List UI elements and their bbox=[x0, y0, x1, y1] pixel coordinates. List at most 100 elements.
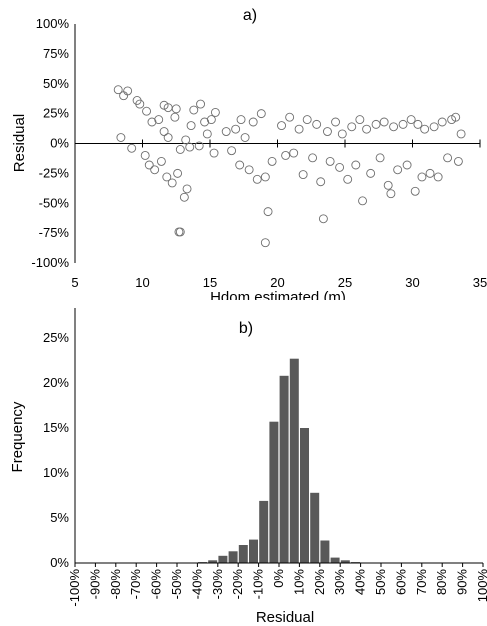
zero-line-ticks bbox=[74, 139, 481, 148]
scatter-point bbox=[362, 124, 372, 134]
x-tick-label: 10 bbox=[135, 275, 149, 290]
scatter-point bbox=[163, 133, 173, 142]
scatter-point bbox=[119, 91, 129, 101]
x-tick-label: -100% bbox=[67, 569, 82, 607]
scatter-point bbox=[162, 172, 172, 182]
histogram-bar bbox=[340, 560, 350, 563]
scatter-point bbox=[285, 112, 295, 122]
scatter-point bbox=[200, 117, 210, 127]
scatter-point bbox=[393, 165, 403, 175]
scatter-point bbox=[252, 174, 262, 184]
x-tick-label: 5 bbox=[71, 275, 78, 290]
scatter-point bbox=[127, 143, 137, 153]
scatter-point bbox=[343, 174, 353, 184]
scatter-point bbox=[375, 153, 385, 163]
scatter-point bbox=[260, 238, 270, 248]
histogram-bar bbox=[249, 539, 258, 563]
scatter-point bbox=[173, 168, 183, 178]
x-tick-label: -10% bbox=[251, 569, 266, 600]
scatter-point bbox=[144, 160, 154, 170]
scatter-point bbox=[116, 133, 126, 142]
x-tick-label: 80% bbox=[434, 569, 449, 595]
x-tick-labels: 5 10 15 20 25 30 35 bbox=[71, 275, 487, 290]
x-tick-label: 90% bbox=[455, 569, 470, 595]
scatter-point bbox=[142, 106, 152, 116]
scatter-point bbox=[236, 115, 246, 125]
scatter-point bbox=[185, 142, 195, 152]
y-tick-label: 10% bbox=[43, 465, 69, 480]
histogram-bar bbox=[289, 358, 299, 563]
scatter-point bbox=[417, 172, 427, 182]
y-tick-label: 5% bbox=[50, 510, 69, 525]
scatter-point bbox=[209, 148, 219, 158]
scatter-point bbox=[263, 207, 273, 217]
scatter-point bbox=[175, 227, 185, 237]
scatter-point bbox=[402, 160, 412, 170]
scatter-point bbox=[170, 112, 180, 122]
scatter-point bbox=[312, 119, 322, 129]
residual-histogram-chart: b) 25% 20% 15% 10% 5% 0% -100% -90% -80% -70% -60… bbox=[9, 308, 487, 626]
histogram-bar bbox=[330, 557, 340, 563]
panel-label-b: b) bbox=[239, 320, 253, 337]
scatter-point bbox=[371, 119, 381, 129]
histogram-bar bbox=[218, 555, 228, 563]
scatter-point bbox=[210, 107, 220, 117]
scatter-point bbox=[186, 121, 196, 131]
scatter-point bbox=[389, 122, 399, 132]
scatter-point bbox=[171, 104, 181, 114]
scatter-point bbox=[167, 178, 177, 188]
scatter-point bbox=[318, 214, 328, 224]
scatter-point bbox=[196, 99, 206, 109]
x-tick-label: -30% bbox=[210, 569, 225, 600]
scatter-point bbox=[383, 180, 393, 190]
x-tick-label: 20% bbox=[312, 569, 327, 595]
histogram-bar bbox=[228, 551, 238, 563]
scatter-point bbox=[302, 115, 312, 125]
histogram-bar bbox=[238, 545, 248, 563]
y-tick-label: -100% bbox=[31, 255, 69, 270]
scatter-point bbox=[308, 153, 318, 163]
scatter-point bbox=[227, 146, 237, 156]
scatter-point bbox=[443, 153, 453, 163]
x-tick-label: -90% bbox=[87, 569, 102, 600]
x-tick-label: 0% bbox=[271, 569, 286, 588]
x-tick-label: -20% bbox=[230, 569, 245, 600]
scatter-point bbox=[277, 121, 286, 131]
scatter-point bbox=[379, 117, 389, 127]
scatter-point bbox=[420, 124, 430, 134]
y-axis-label: Residual bbox=[11, 114, 28, 172]
histogram-bar bbox=[269, 421, 279, 563]
x-tick-label: 100% bbox=[475, 569, 487, 603]
scatter-point bbox=[413, 119, 423, 129]
histogram-bars bbox=[198, 358, 360, 563]
scatter-point bbox=[425, 168, 435, 178]
scatter-point bbox=[429, 122, 439, 132]
scatter-point bbox=[316, 177, 326, 187]
histogram-bar bbox=[310, 492, 320, 563]
y-tick-label: 15% bbox=[43, 420, 69, 435]
scatter-point bbox=[298, 170, 308, 180]
scatter-point bbox=[206, 115, 216, 125]
x-tick-label: 35 bbox=[473, 275, 487, 290]
residual-scatter-chart: a) 100% 75% 50% 25% 0% -25% -50% -75% -100% 5 10 1… bbox=[11, 7, 487, 300]
y-tick-label: 100% bbox=[36, 16, 70, 31]
scatter-point bbox=[325, 156, 335, 166]
y-tick-label: 75% bbox=[43, 46, 69, 61]
scatter-point bbox=[260, 172, 270, 182]
x-tick-label: 10% bbox=[291, 569, 306, 595]
scatter-point bbox=[175, 145, 185, 154]
y-tick-label: -50% bbox=[39, 195, 70, 210]
scatter-point bbox=[123, 86, 133, 96]
histogram-bar bbox=[279, 375, 289, 563]
y-tick-label: 25% bbox=[43, 106, 69, 121]
scatter-points bbox=[113, 85, 466, 248]
histogram-bar bbox=[300, 428, 309, 563]
scatter-point bbox=[182, 184, 192, 194]
x-tick-label: 30 bbox=[405, 275, 419, 290]
scatter-point bbox=[202, 129, 212, 139]
x-tick-label: 40% bbox=[353, 569, 368, 595]
scatter-point bbox=[335, 162, 345, 172]
scatter-point bbox=[351, 160, 361, 170]
scatter-point bbox=[456, 129, 466, 139]
scatter-point bbox=[181, 135, 191, 145]
